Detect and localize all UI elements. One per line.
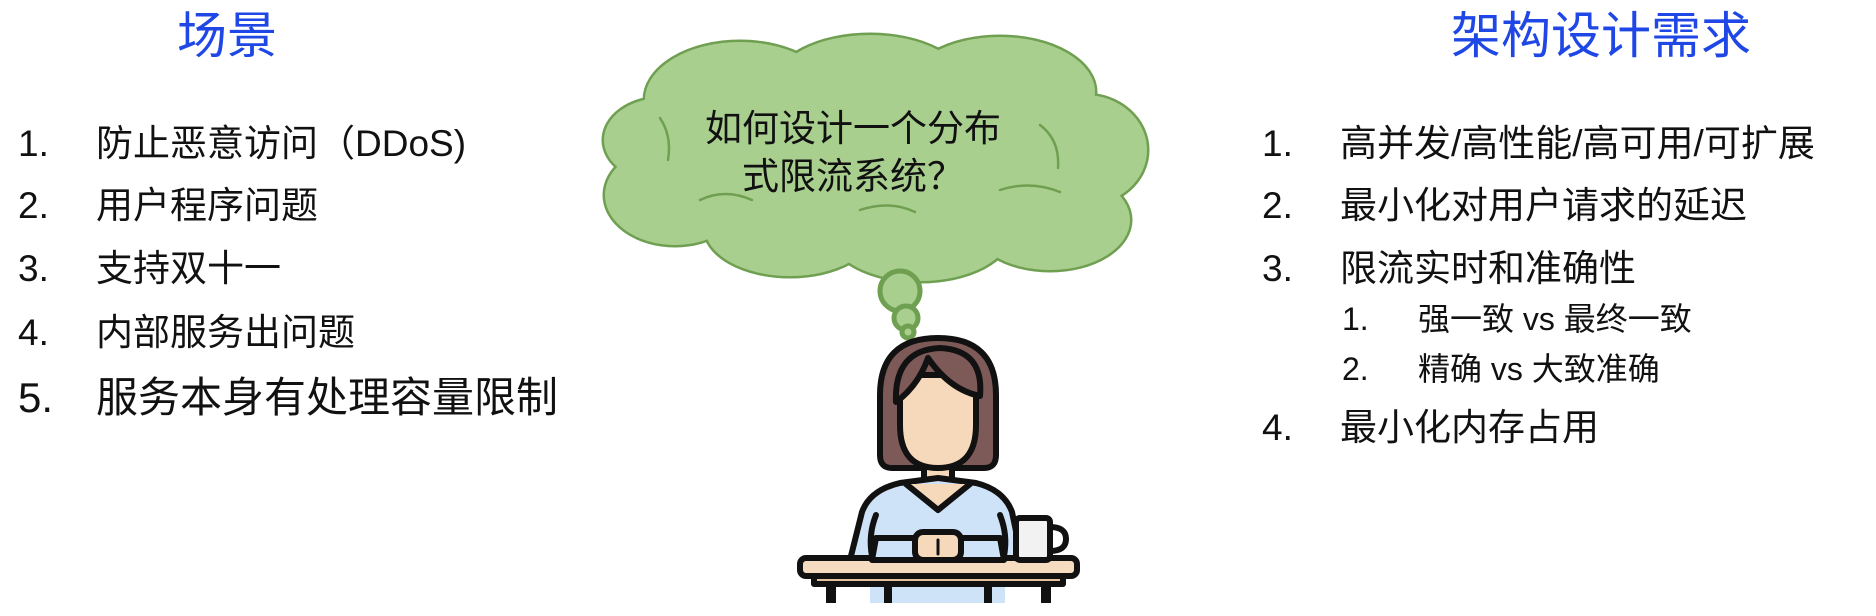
scenario-item: 3. 支持双十一	[18, 244, 618, 294]
scenario-item: 4. 内部服务出问题	[18, 308, 618, 358]
hair-bangs	[892, 345, 984, 405]
requirement-subitem-text: 精确 vs 大致准确	[1418, 351, 1660, 387]
requirement-subitem-number: 2.	[1342, 351, 1369, 387]
requirement-item-text: 最小化对用户请求的延迟	[1340, 185, 1747, 226]
scenario-item: 5. 服务本身有处理容量限制	[18, 373, 618, 423]
scenario-item-number: 5.	[18, 374, 54, 421]
thought-question-line: 如何设计一个分布	[705, 108, 1001, 149]
requirement-item: 2. 最小化对用户请求的延迟	[1262, 181, 1862, 231]
thought-cloud-detail-lines	[658, 116, 1062, 214]
scenario-item-text: 内部服务出问题	[96, 312, 355, 353]
desk	[797, 555, 1080, 603]
woman-figure	[847, 335, 1025, 563]
requirement-item: 1. 高并发/高性能/高可用/可扩展	[1262, 119, 1862, 169]
face	[897, 372, 979, 471]
requirement-subitem: 2. 精确 vs 大致准确	[1342, 347, 1842, 391]
desk-leg	[826, 582, 836, 603]
collar-line	[903, 481, 973, 513]
scenario-item-number: 1.	[18, 123, 49, 164]
mug-icon	[1013, 515, 1069, 563]
arms-on-desk	[869, 529, 1007, 563]
scenario-item: 1. 防止恶意访问（DDoS)	[18, 119, 618, 169]
requirement-item: 3. 限流实时和准确性	[1262, 244, 1862, 294]
requirement-item-number: 3.	[1262, 248, 1293, 289]
thought-question: 如何设计一个分布 式限流系统？	[688, 105, 1018, 201]
requirement-item-number: 4.	[1262, 407, 1293, 448]
scenario-item-number: 4.	[18, 312, 49, 353]
thought-cloud	[601, 32, 1150, 341]
scenario-title: 场景	[177, 8, 277, 64]
scenario-item-text: 用户程序问题	[96, 185, 318, 226]
thought-question-line: 式限流系统？	[742, 156, 964, 197]
requirements-title: 架构设计需求	[1451, 8, 1751, 64]
thought-cloud-body	[604, 35, 1147, 281]
desk-leg	[984, 582, 992, 603]
mug-handle	[1047, 524, 1069, 554]
requirement-subitem-number: 1.	[1342, 301, 1369, 337]
requirement-item-text: 限流实时和准确性	[1340, 248, 1636, 289]
scenario-item: 2. 用户程序问题	[18, 181, 618, 231]
requirement-item-text: 最小化内存占用	[1340, 407, 1599, 448]
thought-bubble-small	[899, 323, 917, 341]
requirement-item-number: 1.	[1262, 123, 1293, 164]
mug-body	[1013, 515, 1053, 563]
requirement-item-text: 高并发/高性能/高可用/可扩展	[1340, 123, 1815, 164]
shirt-collar-v	[910, 484, 966, 507]
scenario-item-text: 防止恶意访问（DDoS)	[96, 123, 467, 164]
scenario-item-text: 支持双十一	[96, 248, 281, 289]
requirement-item: 4. 最小化内存占用	[1262, 403, 1862, 453]
desk-leg	[884, 582, 892, 603]
requirement-subitem-text: 强一致 vs 最终一致	[1418, 301, 1692, 337]
lap-under-desk	[870, 584, 1005, 603]
woman-thinking-at-desk-icon	[601, 32, 1150, 603]
scenario-item-number: 3.	[18, 248, 49, 289]
scenario-item-number: 2.	[18, 185, 49, 226]
scenario-item-text: 服务本身有处理容量限制	[96, 374, 559, 421]
desk-leg	[1041, 582, 1051, 603]
requirement-subitem: 1. 强一致 vs 最终一致	[1342, 297, 1842, 341]
requirement-item-number: 2.	[1262, 185, 1293, 226]
